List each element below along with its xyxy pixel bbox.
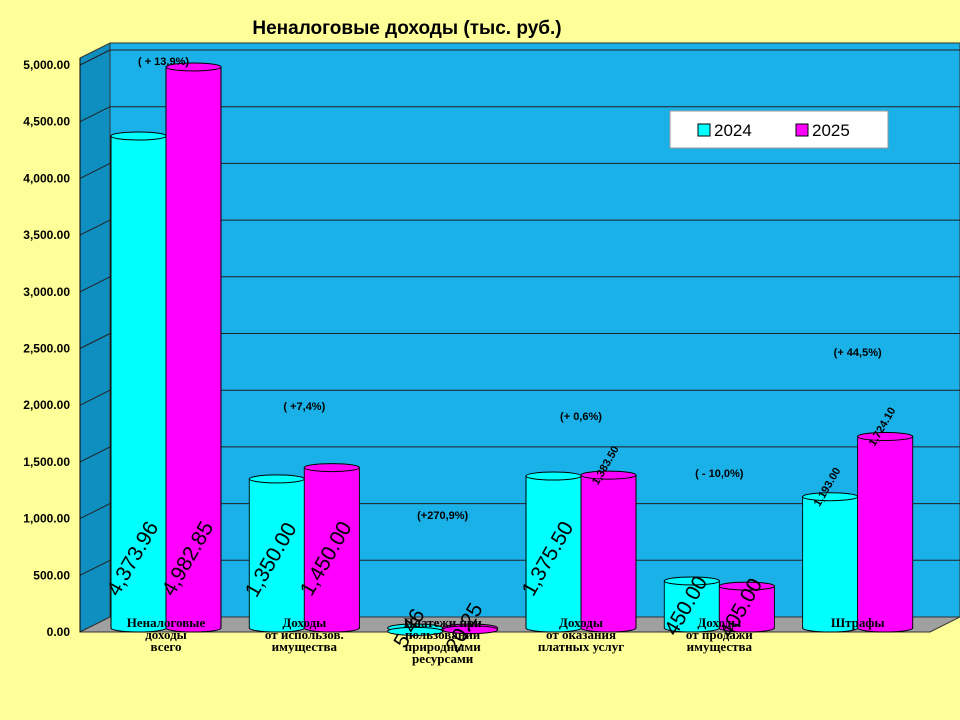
category-label-line: Доходы: [697, 615, 741, 630]
bar-2025-5-top: [857, 431, 914, 441]
bar-2024-0: [110, 131, 167, 633]
category-label-line: от использов.: [265, 627, 344, 642]
category-label: Доходы от продажи имущества: [686, 615, 753, 654]
gridline-depth: [79, 219, 111, 236]
category-label-line: всего: [151, 639, 182, 654]
bar-2024-2-top: [387, 626, 444, 636]
bar-2024-2: [387, 623, 444, 636]
category-label-line: от продажи: [686, 627, 753, 642]
category-label-line: пользовании: [405, 627, 481, 642]
y-tick-label: 5,000.00: [23, 58, 70, 72]
gridline-depth: [79, 106, 111, 123]
bar-2025-3: [580, 470, 637, 633]
growth-annotation: (+ 44,5%): [834, 347, 882, 359]
y-tick-label: 1,500.00: [23, 455, 70, 469]
growth-annotation: (+270,9%): [417, 510, 468, 522]
chart-title: Неналоговые доходы (тыс. руб.): [252, 18, 561, 39]
category-label: Штрафы: [831, 615, 885, 630]
bar-2025-3-top: [580, 470, 637, 480]
y-tick-label: 500.00: [33, 568, 70, 582]
bar-2024-5: [802, 492, 859, 633]
bar-2024-0-fill: [111, 135, 166, 629]
legend: 2024 2025: [669, 110, 889, 149]
gridline-depth: [79, 333, 111, 349]
bar-2025-3-fill: [581, 475, 636, 628]
bar-2025-4-fill: [719, 586, 774, 628]
growth-annotation: (+ 0,6%): [560, 411, 602, 423]
bar-2025-2: [442, 623, 499, 635]
y-tick-label: 2,000.00: [23, 398, 70, 412]
bar-2024-3-fill: [526, 476, 581, 628]
plot-side-wall: [79, 42, 111, 633]
bar-2025-0-fill: [166, 66, 221, 628]
category-label-line: Доходы: [282, 615, 326, 630]
bar-2025-5: [857, 431, 914, 633]
category-label: Доходы от оказания платных услуг: [538, 615, 624, 654]
bar-2025-2-top: [442, 625, 499, 635]
bar-2025-1: [303, 463, 360, 633]
category-label-line: имущества: [272, 639, 338, 654]
bar-2024-1: [248, 474, 305, 633]
bar-2025-4-top: [718, 581, 775, 591]
gridline-depth: [79, 503, 111, 520]
bar-2024-4-fill: [664, 580, 719, 628]
category-label-line: доходы: [145, 627, 187, 642]
category-label-line: платных услуг: [538, 639, 624, 654]
y-tick-label: 0.00: [47, 625, 71, 639]
bar-2024-4: [663, 576, 720, 633]
bar-2024-3-top: [525, 471, 582, 481]
gridline-depth: [79, 276, 111, 293]
y-tick-label: 4,500.00: [23, 115, 70, 129]
gridline-depth: [79, 389, 111, 406]
bar-2025-0-top: [165, 62, 222, 72]
bar-2025-4: [718, 581, 775, 633]
category-label: Неналоговые доходы всего: [127, 615, 206, 654]
category-label-line: природными: [405, 639, 482, 654]
category-label: Платежи при пользовании природными ресурсам…: [404, 615, 483, 666]
growth-annotation: ( - 10,0%): [695, 468, 744, 480]
y-tick-label: 2,500.00: [23, 342, 70, 356]
bar-2024-4-top: [663, 576, 720, 586]
legend-swatch-2024: [697, 123, 711, 137]
legend-label-2024: 2024: [714, 121, 752, 140]
category-label-line: имущества: [687, 639, 753, 654]
bar-2024-0-top: [110, 131, 167, 141]
category-label-line: Доходы: [559, 615, 603, 630]
bar-2025-0: [165, 62, 222, 633]
growth-annotation: ( +7,4%): [283, 401, 325, 413]
y-tick-label: 3,000.00: [23, 285, 70, 299]
category-label-line: Неналоговые: [127, 615, 206, 630]
legend-label-2025: 2025: [812, 121, 850, 140]
gridline-depth: [79, 559, 111, 576]
gridline-depth: [79, 162, 111, 179]
bar-2024-5-fill: [803, 496, 858, 628]
bar-2025-1-fill: [304, 467, 359, 628]
category-label-line: ресурсами: [412, 651, 474, 666]
y-tick-label: 4,000.00: [23, 171, 70, 185]
bar-2024-3: [525, 471, 582, 633]
y-tick-label: 1,000.00: [23, 512, 70, 526]
bar-2024-1-top: [248, 474, 305, 484]
gridline-depth: [79, 446, 111, 463]
bar-2025-5-fill: [858, 436, 913, 628]
category-label-line: Штрафы: [831, 615, 885, 630]
y-tick-label: 3,500.00: [23, 228, 70, 242]
bar-2024-1-fill: [249, 478, 304, 628]
category-label-line: Платежи при: [404, 615, 483, 630]
category-label-line: от оказания: [546, 627, 616, 642]
bar-2025-1-top: [303, 463, 360, 473]
legend-swatch-2025: [795, 123, 809, 137]
gridline-depth: [79, 49, 111, 66]
category-label: Доходы от использов. имущества: [265, 615, 344, 654]
growth-annotation: ( + 13,9%): [138, 56, 189, 68]
